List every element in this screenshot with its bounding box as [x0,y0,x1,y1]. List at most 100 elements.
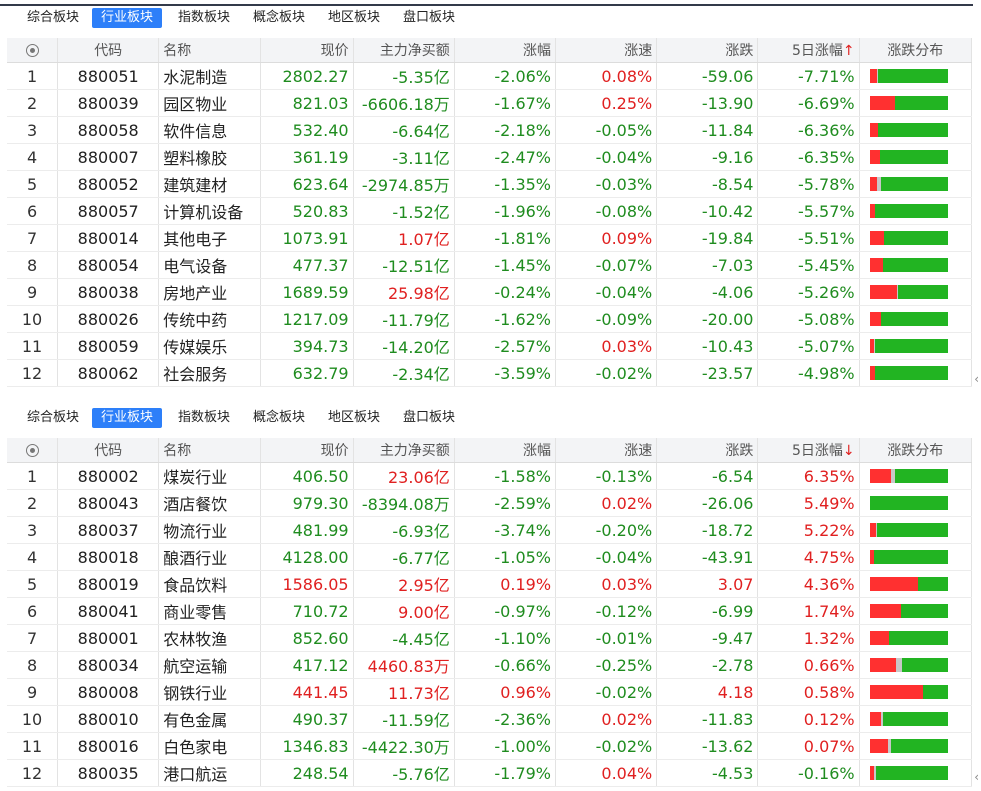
distribution-cell [859,489,973,517]
sector-name[interactable]: 酿酒行业 [158,543,261,571]
tab-1[interactable]: 行业板块 [92,8,163,28]
tab-2[interactable]: 指数板块 [178,10,231,25]
name-column-header[interactable]: 名称 [158,438,261,463]
table-row[interactable]: 8 880034 航空运输 417.12 4460.83万 -0.66% -0.25% -2.… [7,651,973,679]
sector-name[interactable]: 塑料橡胶 [158,143,261,171]
net-buy-column-header[interactable]: 主力净买额 [353,38,455,63]
tab-3[interactable]: 概念板块 [253,410,306,425]
scroll-left-icon[interactable]: ‹ [974,770,979,784]
distribution-cell [859,543,973,571]
sort-down-arrow-icon[interactable]: ↓ [842,443,855,459]
sector-name[interactable]: 房地产业 [158,278,261,306]
table-row[interactable]: 10 880010 有色金属 490.37 -11.59亿 -2.36% 0.02% -11.… [7,705,973,733]
gear-icon[interactable] [25,443,39,457]
price-column-header[interactable]: 现价 [260,38,354,63]
change-percent: -1.10% [454,624,557,652]
table-row[interactable]: 7 880014 其他电子 1073.91 1.07亿 -1.81% 0.09% -19.84… [7,224,973,252]
price-column-header[interactable]: 现价 [260,438,354,463]
tab-0[interactable]: 综合板块 [27,10,80,25]
name-column-header[interactable]: 名称 [158,38,261,63]
table-row[interactable]: 11 880059 传媒娱乐 394.73 -14.20亿 -2.57% 0.03% -10.… [7,332,973,360]
table-row[interactable]: 6 880041 商业零售 710.72 9.00亿 -0.97% -0.12% -6.99 1… [7,597,973,625]
table-row[interactable]: 2 880039 园区物业 821.03 -6606.18万 -1.67% 0.25% -13… [7,89,973,117]
sector-name[interactable]: 园区物业 [158,89,261,117]
speed-column-header[interactable]: 涨速 [555,438,658,463]
net-buy-column-header[interactable]: 主力净买额 [353,438,455,463]
sector-name[interactable]: 软件信息 [158,116,261,144]
sector-name[interactable]: 酒店餐饮 [158,489,261,517]
sector-name[interactable]: 社会服务 [158,359,261,387]
table-row[interactable]: 9 880038 房地产业 1689.59 25.98亿 -0.24% -0.04% -4.0… [7,278,973,306]
table-row[interactable]: 4 880007 塑料橡胶 361.19 -3.11亿 -2.47% -0.04% -9.16… [7,143,973,171]
sector-name[interactable]: 水泥制造 [158,62,261,90]
change-percent: -1.05% [454,543,557,571]
table-row[interactable]: 12 880062 社会服务 632.79 -2.34亿 -3.59% -0.02% -23.… [7,359,973,387]
change-column-header[interactable]: 涨幅 [454,38,557,63]
sector-name[interactable]: 建筑建材 [158,170,261,198]
tab-4[interactable]: 地区板块 [328,410,381,425]
table-row[interactable]: 9 880008 钢铁行业 441.45 11.73亿 0.96% -0.02% 4.18 0.… [7,678,973,706]
table-row[interactable]: 7 880001 农林牧渔 852.60 -4.45亿 -1.10% -0.01% -9.47… [7,624,973,652]
table-row[interactable]: 3 880037 物流行业 481.99 -6.93亿 -3.74% -0.20% -18.7… [7,516,973,544]
tab-5[interactable]: 盘口板块 [403,410,456,425]
sort-up-arrow-icon[interactable]: ↑ [842,43,855,59]
tab-3[interactable]: 概念板块 [253,10,306,25]
table-row[interactable]: 10 880026 传统中药 1217.09 -11.79亿 -1.62% -0.09% -2… [7,305,973,333]
tab-4[interactable]: 地区板块 [328,10,381,25]
table-row[interactable]: 1 880002 煤炭行业 406.50 23.06亿 -1.58% -0.13% -6.54… [7,462,973,490]
sector-name[interactable]: 煤炭行业 [158,462,261,490]
table-header-row: 代码 名称 现价 主力净买额 涨幅 涨速 涨跌 5日涨幅↓ 涨跌分布 [7,438,973,463]
speed-column-header[interactable]: 涨速 [555,38,658,63]
tab-2[interactable]: 指数板块 [178,410,231,425]
five-day-change: -5.08% [757,305,860,333]
table-row[interactable]: 2 880043 酒店餐饮 979.30 -8394.08万 -2.59% 0.02% -26… [7,489,973,517]
sector-table: 代码 名称 现价 主力净买额 涨幅 涨速 涨跌 5日涨幅↓ 涨跌分布 1 880002 煤炭行业 406… [7,438,973,787]
sector-name[interactable]: 计算机设备 [158,197,261,225]
sector-name[interactable]: 白色家电 [158,732,261,760]
sector-name[interactable]: 传媒娱乐 [158,332,261,360]
table-row[interactable]: 3 880058 软件信息 532.40 -6.64亿 -2.18% -0.05% -11.8… [7,116,973,144]
table-row[interactable]: 8 880054 电气设备 477.37 -12.51亿 -1.45% -0.07% -7.0… [7,251,973,279]
distribution-column-header[interactable]: 涨跌分布 [859,438,973,463]
column-settings-header[interactable] [7,438,59,463]
price-diff: -7.03 [656,251,759,279]
sector-name[interactable]: 钢铁行业 [158,678,261,706]
table-row[interactable]: 1 880051 水泥制造 2802.27 -5.35亿 -2.06% 0.08% -59.0… [7,62,973,90]
sector-name[interactable]: 传统中药 [158,305,261,333]
table-row[interactable]: 4 880018 酿酒行业 4128.00 -6.77亿 -1.05% -0.04% -43.… [7,543,973,571]
5day-change-column-header[interactable]: 5日涨幅↑ [757,38,860,63]
table-row[interactable]: 5 880019 食品饮料 1586.05 2.95亿 0.19% 0.03% 3.07 4.3… [7,570,973,598]
net-buy-amount: 23.06亿 [353,462,455,490]
gear-icon[interactable] [25,43,39,57]
column-header-label: 涨跌分布 [887,443,944,459]
sector-name[interactable]: 有色金属 [158,705,261,733]
sector-name[interactable]: 航空运输 [158,651,261,679]
diff-column-header[interactable]: 涨跌 [656,38,759,63]
sector-name[interactable]: 食品饮料 [158,570,261,598]
5day-change-column-header[interactable]: 5日涨幅↓ [757,438,860,463]
sector-name[interactable]: 其他电子 [158,224,261,252]
tab-0[interactable]: 综合板块 [27,410,80,425]
table-row[interactable]: 5 880052 建筑建材 623.64 -2974.85万 -1.35% -0.03% -8… [7,170,973,198]
sector-code: 880014 [57,224,160,252]
diff-column-header[interactable]: 涨跌 [656,438,759,463]
distribution-column-header[interactable]: 涨跌分布 [859,38,973,63]
tab-5[interactable]: 盘口板块 [403,10,456,25]
sector-name[interactable]: 电气设备 [158,251,261,279]
sector-name[interactable]: 物流行业 [158,516,261,544]
distribution-cell [859,678,973,706]
sector-name[interactable]: 商业零售 [158,597,261,625]
sector-name[interactable]: 港口航运 [158,759,261,787]
table-row[interactable]: 6 880057 计算机设备 520.83 -1.52亿 -1.96% -0.08% -10.… [7,197,973,225]
change-column-header[interactable]: 涨幅 [454,438,557,463]
code-column-header[interactable]: 代码 [57,438,160,463]
column-header-label: 代码 [94,443,123,459]
table-row[interactable]: 11 880016 白色家电 1346.83 -4422.30万 -1.00% -0.02%… [7,732,973,760]
net-buy-amount: -2.34亿 [353,359,455,387]
column-settings-header[interactable] [7,38,59,63]
scroll-left-icon[interactable]: ‹ [974,372,979,386]
sector-name[interactable]: 农林牧渔 [158,624,261,652]
code-column-header[interactable]: 代码 [57,38,160,63]
tab-1[interactable]: 行业板块 [92,408,163,428]
table-row[interactable]: 12 880035 港口航运 248.54 -5.76亿 -1.79% 0.04% -4.53… [7,759,973,787]
